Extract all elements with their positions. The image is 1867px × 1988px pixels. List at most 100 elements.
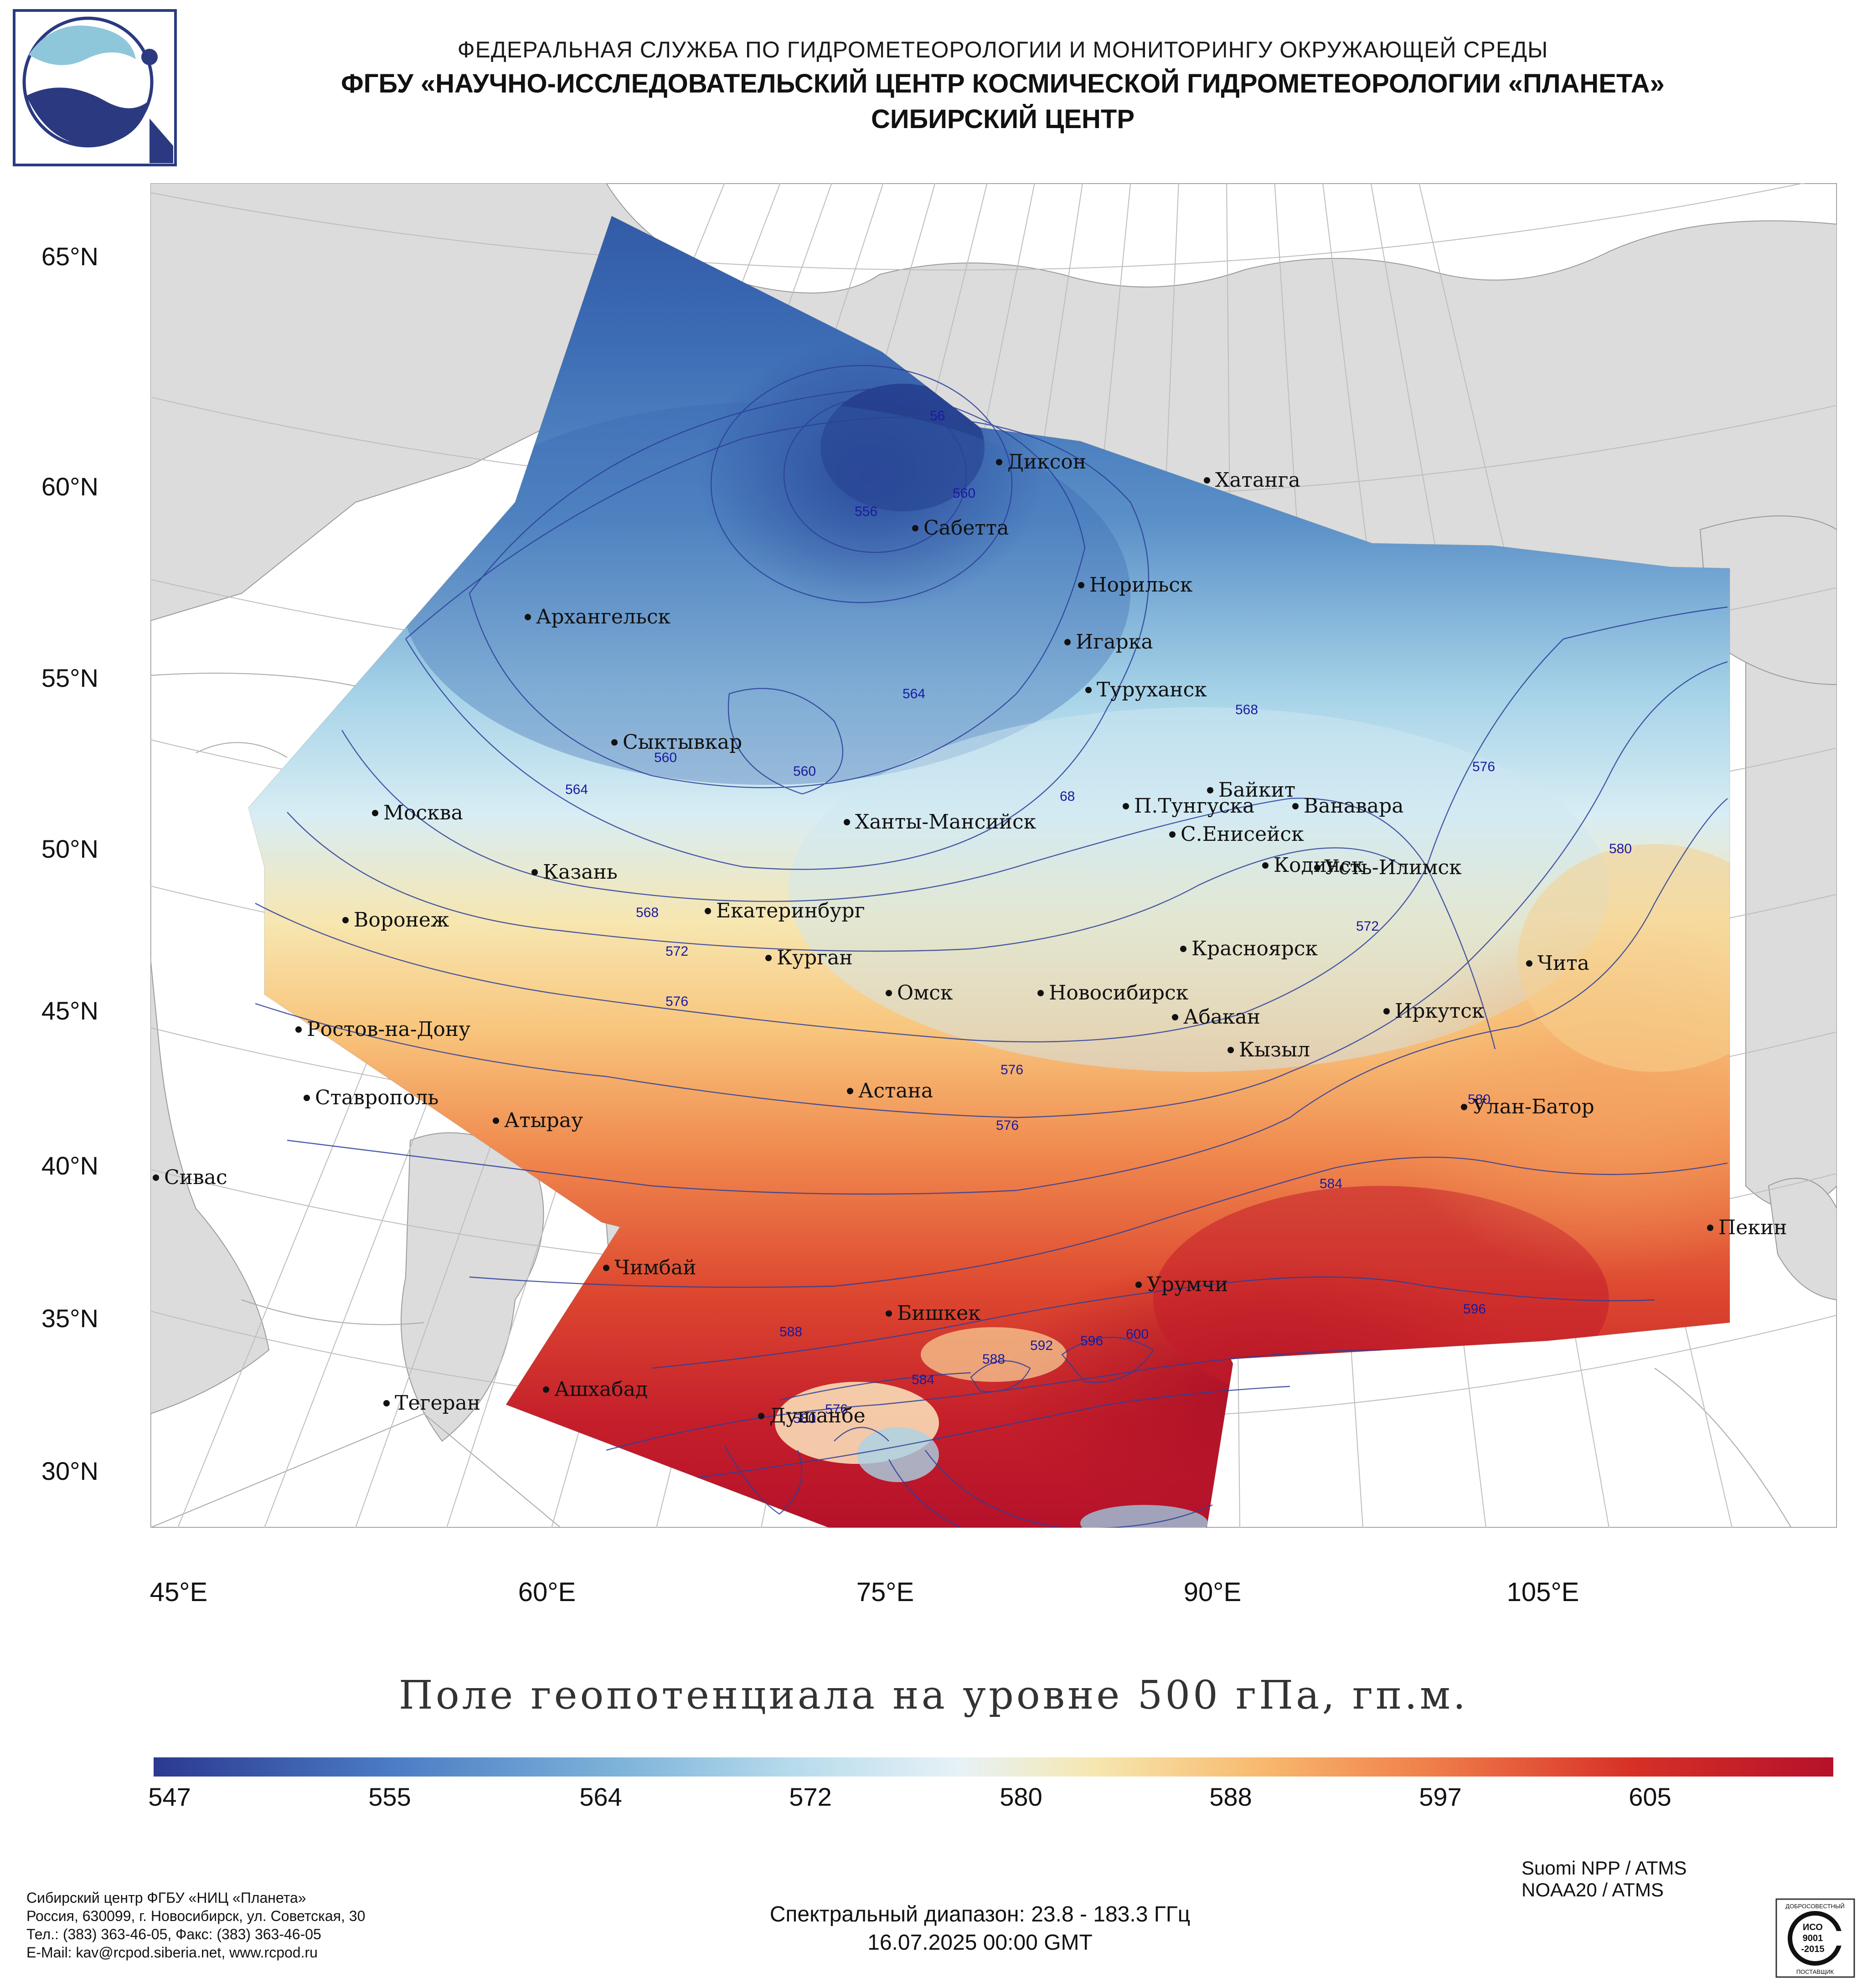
- iso-badge-mid1: ИСО: [1803, 1922, 1823, 1932]
- city-astana: Астана: [847, 1079, 933, 1102]
- svg-text:Чимбай: Чимбай: [614, 1256, 696, 1279]
- svg-text:Игарка: Игарка: [1076, 630, 1153, 654]
- contour-labels: 56 556 560 564 568 560 560 564 568 68 57…: [565, 408, 1632, 1426]
- city-kurgan: Курган: [765, 946, 853, 969]
- contour-label: 556: [855, 504, 877, 519]
- iso-badge-top: ДОБРОСОВЕСТНЫЙ: [1785, 1903, 1845, 1910]
- svg-text:Ашхабад: Ашхабад: [554, 1378, 648, 1401]
- contour-label: 568: [1235, 702, 1258, 717]
- svg-text:Красноярск: Красноярск: [1191, 937, 1318, 960]
- footer-phone: Тел.: (383) 363-46-05, Факс: (383) 363-4…: [26, 1926, 321, 1942]
- city-sabetta: Сабетта: [912, 516, 1009, 540]
- contour-label: 576: [1001, 1062, 1023, 1077]
- contour-label: 68: [1060, 789, 1075, 804]
- footer-address: Россия, 630099, г. Новосибирск, ул. Сове…: [26, 1908, 366, 1924]
- svg-text:Диксон: Диксон: [1007, 450, 1086, 474]
- svg-text:Воронеж: Воронеж: [354, 908, 449, 932]
- city-s-yeniseysk: С.Енисейск: [1169, 823, 1304, 846]
- city-ashkhabad: Ашхабад: [543, 1378, 648, 1401]
- contour-label: 588: [982, 1352, 1005, 1367]
- svg-text:Архангельск: Архангельск: [536, 605, 670, 628]
- lat-label-35: 35°N: [41, 1304, 98, 1333]
- contour-label: 564: [565, 782, 588, 797]
- svg-text:Сивас: Сивас: [164, 1166, 227, 1189]
- lon-label-75: 75°E: [856, 1577, 914, 1607]
- svg-text:Хатанга: Хатанга: [1215, 469, 1300, 492]
- contour-label: 560: [654, 750, 677, 765]
- contour-label: 576: [665, 994, 688, 1009]
- city-irkutsk: Иркутск: [1383, 999, 1484, 1023]
- svg-text:Бишкек: Бишкек: [897, 1302, 981, 1325]
- header-agency: ФЕДЕРАЛЬНАЯ СЛУЖБА ПО ГИДРОМЕТЕОРОЛОГИИ …: [457, 37, 1548, 62]
- city-khanty-mansiysk: Ханты-Мансийск: [844, 810, 1036, 834]
- svg-text:Москва: Москва: [383, 801, 463, 824]
- contour-label: 560: [793, 764, 816, 779]
- observation-datetime: 16.07.2025 00:00 GMT: [867, 1931, 1093, 1955]
- svg-text:Атырау: Атырау: [504, 1109, 583, 1132]
- city-novosibirsk: Новосибирск: [1037, 981, 1188, 1004]
- contour-label: 580: [1468, 1092, 1491, 1107]
- svg-text:Душанбе: Душанбе: [769, 1404, 866, 1427]
- iso-badge-mid2: 9001: [1803, 1933, 1823, 1943]
- colorbar-label-605: 605: [1629, 1782, 1671, 1811]
- city-arkhangelsk: Архангельск: [525, 605, 670, 628]
- colorbar-label-572: 572: [789, 1782, 832, 1811]
- iso-badge-mid3: -2015: [1801, 1944, 1824, 1954]
- svg-text:Иркутск: Иркутск: [1395, 999, 1484, 1023]
- colorbar-label-597: 597: [1419, 1782, 1462, 1811]
- contour-label: 560: [953, 486, 975, 501]
- city-kazan: Казань: [531, 860, 618, 884]
- lat-label-45: 45°N: [41, 996, 98, 1025]
- map-title: Поле геопотенциала на уровне 500 гПа, гп…: [398, 1673, 1469, 1718]
- city-krasnoyarsk: Красноярск: [1180, 937, 1318, 960]
- lat-label-65: 65°N: [41, 242, 98, 271]
- lat-label-30: 30°N: [41, 1457, 98, 1485]
- svg-text:Чита: Чита: [1537, 952, 1589, 975]
- city-omsk: Омск: [886, 981, 953, 1004]
- contour-label: 572: [665, 944, 688, 959]
- city-igarka: Игарка: [1064, 630, 1153, 654]
- svg-text:П.Тунгуска: П.Тунгуска: [1134, 794, 1254, 818]
- city-stavropol: Ставрополь: [304, 1086, 438, 1109]
- contour-label: 568: [636, 905, 659, 920]
- land-masses: [150, 183, 1837, 1442]
- footer-email: E-Mail: kav@rcpod.siberia.net, www.rcpod…: [26, 1944, 318, 1961]
- contour-label: 580: [793, 1411, 816, 1426]
- city-norilsk: Норильск: [1078, 573, 1192, 597]
- city-dikson: Диксон: [996, 450, 1086, 474]
- iso-badge-bottom: ПОСТАВЩИК: [1796, 1968, 1834, 1975]
- city-baykit: Байкит: [1207, 778, 1295, 802]
- city-ust-ilimsk: Усть-Илимск: [1314, 856, 1462, 879]
- satellite-info: Suomi NPP / ATMS NOAA20 / ATMS: [1521, 1857, 1687, 1901]
- svg-text:Новосибирск: Новосибирск: [1049, 981, 1188, 1004]
- city-tegeran: Тегеран: [383, 1391, 480, 1415]
- spectral-range: Спектральный диапазон: 23.8 - 183.3 ГГц: [769, 1902, 1191, 1926]
- geopotential-map: 56 556 560 564 568 560 560 564 568 68 57…: [150, 183, 1837, 1528]
- svg-text:Пекин: Пекин: [1718, 1216, 1787, 1239]
- svg-text:Абакан: Абакан: [1183, 1005, 1260, 1029]
- contour-label: 596: [1080, 1334, 1103, 1349]
- contour-label: 584: [912, 1372, 934, 1387]
- footer-org: Сибирский центр ФГБУ «НИЦ «Планета»: [26, 1890, 306, 1906]
- svg-text:Улан-Батор: Улан-Батор: [1472, 1095, 1594, 1118]
- contour-label: 600: [1126, 1327, 1149, 1342]
- svg-text:Сабетта: Сабетта: [923, 516, 1009, 540]
- lat-label-60: 60°N: [41, 472, 98, 501]
- svg-text:Омск: Омск: [897, 981, 953, 1004]
- city-syktyvkar: Сыктывкар: [611, 731, 742, 754]
- contour-label: 564: [903, 686, 925, 701]
- contours: [255, 365, 1728, 1528]
- svg-text:Урумчи: Урумчи: [1147, 1273, 1228, 1296]
- lon-label-105: 105°E: [1506, 1577, 1579, 1607]
- city-vanavara: Ванавара: [1292, 794, 1404, 818]
- svg-text:Туруханск: Туруханск: [1097, 678, 1207, 701]
- city-chimbay: Чимбай: [603, 1256, 696, 1279]
- svg-text:Курган: Курган: [777, 946, 853, 969]
- svg-text:Екатеринбург: Екатеринбург: [716, 899, 865, 922]
- city-dushanbe: Душанбе: [758, 1404, 866, 1427]
- svg-text:Норильск: Норильск: [1089, 573, 1192, 597]
- contour-label: 596: [1463, 1302, 1486, 1317]
- contour-label: 592: [1030, 1338, 1053, 1353]
- svg-text:Ростов-на-Дону: Ростов-на-Дону: [307, 1018, 470, 1041]
- lat-label-40: 40°N: [41, 1151, 98, 1180]
